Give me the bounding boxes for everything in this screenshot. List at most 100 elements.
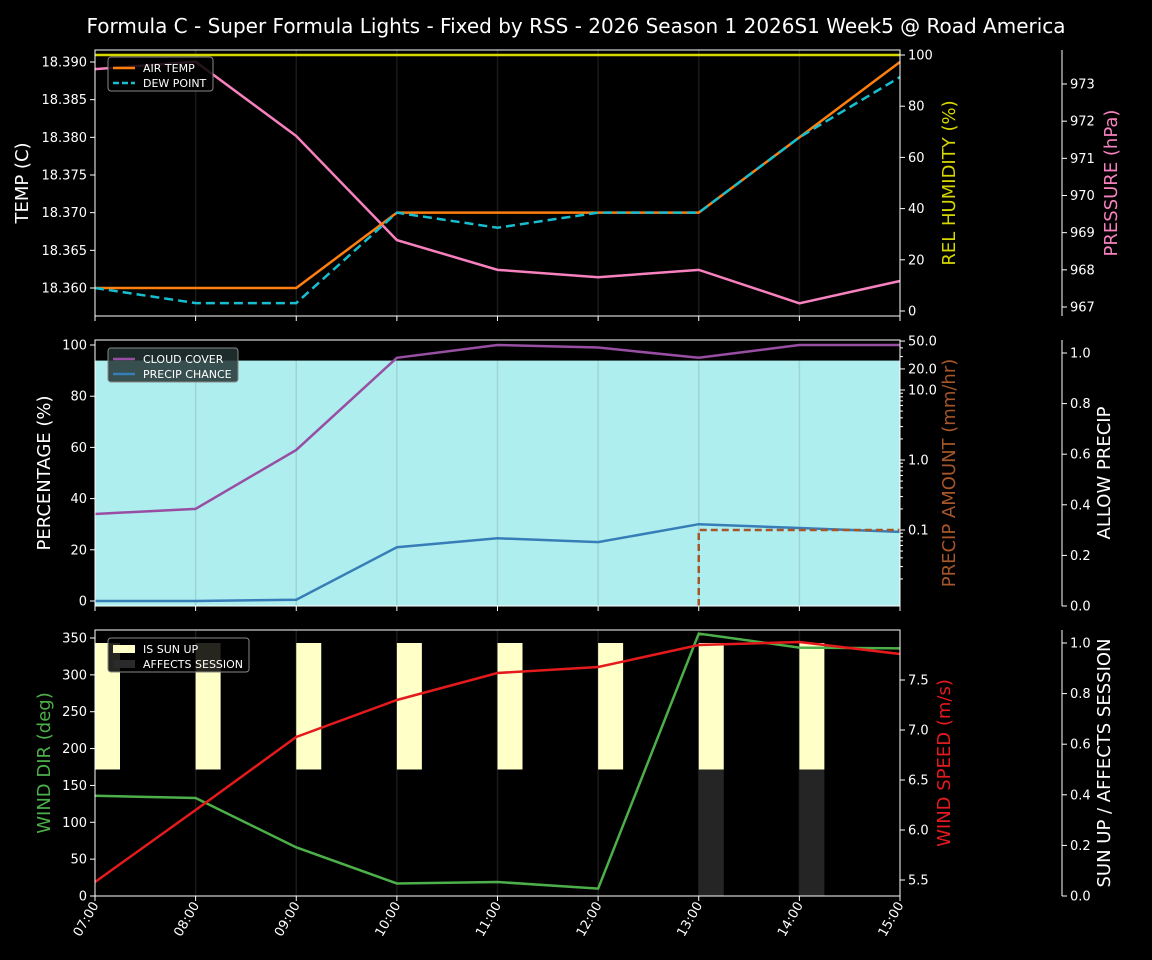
legend: AIR TEMP DEW POINT: [107, 56, 214, 92]
y-tick-label: 50.0: [908, 335, 937, 350]
sun-session-axis-label: SUN UP / AFFECTS SESSION: [1094, 638, 1115, 887]
x-tick-label: 13:00: [674, 900, 706, 940]
y-tick-label: 6.0: [908, 824, 929, 839]
y-tick-label: 0.2: [1070, 839, 1091, 854]
y-tick-label: 80: [70, 390, 87, 405]
sun-up-bar: [799, 643, 825, 770]
y-tick-label: 0.4: [1070, 498, 1091, 513]
wind-dir-axis-label: WIND DIR (deg): [34, 692, 55, 834]
dew-point-line: [94, 75, 901, 305]
x-tick-label: 11:00: [473, 900, 505, 940]
y-tick-label: 5.5: [908, 874, 929, 889]
y-tick-label: 40: [70, 492, 87, 507]
legend-label: CLOUD COVER: [143, 353, 224, 366]
y-tick-label: 60: [908, 151, 925, 166]
cloud-cover-line: [94, 343, 900, 516]
y-tick-label: 0.2: [1070, 549, 1091, 564]
y-tick-label: 150: [62, 779, 87, 794]
air-temp-line: [95, 60, 901, 290]
precip-chance-line: [95, 522, 901, 603]
y-tick-label: 0.8: [1070, 397, 1091, 412]
y-tick-label: 20: [908, 253, 925, 268]
y-tick-label: 0.1: [908, 524, 929, 539]
percentage-axis-label: PERCENTAGE (%): [34, 395, 55, 550]
precip-amount-axis-label: PRECIP AMOUNT (mm/hr): [939, 359, 960, 588]
y-tick-label: 350: [62, 632, 87, 647]
y-tick-label: 100: [908, 49, 933, 64]
y-tick-label: 0.4: [1070, 788, 1091, 803]
y-tick-label: 18.360: [42, 282, 88, 297]
y-tick-label: 20: [70, 543, 87, 558]
y-tick-label: 300: [62, 668, 87, 683]
y-tick-label: 50: [70, 853, 87, 868]
pressure-axis-label: PRESSURE (hPa): [1101, 110, 1122, 257]
sun-up-bar: [296, 643, 322, 770]
y-tick-label: 100: [62, 339, 87, 354]
y-tick-label: 972: [1070, 115, 1095, 130]
precip-amount-line: [697, 528, 900, 606]
y-tick-label: 18.380: [42, 131, 88, 146]
legend-label: PRECIP CHANCE: [143, 368, 232, 381]
y-tick-label: 968: [1070, 263, 1095, 278]
chart-title: Formula C - Super Formula Lights - Fixed…: [86, 14, 1066, 38]
y-tick-label: 18.365: [42, 244, 88, 259]
y-tick-label: 0.0: [1070, 600, 1091, 615]
y-tick-label: 80: [908, 100, 925, 115]
x-tick-label: 07:00: [71, 900, 103, 940]
y-tick-label: 7.5: [908, 674, 929, 689]
y-tick-label: 0.6: [1070, 738, 1091, 753]
y-tick-label: 0: [79, 595, 87, 610]
wind-speed-axis-label: WIND SPEED (m/s): [934, 679, 955, 847]
affects-session-bar: [698, 769, 724, 896]
x-tick-label: 09:00: [272, 900, 304, 940]
y-tick-label: 250: [62, 705, 87, 720]
humidity-axis-label: REL HUMIDITY (%): [939, 100, 960, 265]
sun-up-bar: [698, 643, 724, 770]
allow-precip-fill: [95, 360, 900, 606]
y-tick-label: 40: [908, 202, 925, 217]
y-tick-label: 0.6: [1070, 448, 1091, 463]
y-tick-label: 0.8: [1070, 687, 1091, 702]
y-tick-label: 0: [908, 305, 916, 320]
legend-label: AIR TEMP: [143, 62, 195, 75]
y-tick-label: 200: [62, 742, 87, 757]
y-tick-label: 18.385: [42, 93, 88, 108]
legend: CLOUD COVER PRECIP CHANCE: [107, 347, 239, 383]
x-tick-label: 10:00: [373, 900, 405, 940]
pressure-line: [94, 60, 901, 305]
x-tick-label: 15:00: [876, 900, 908, 940]
y-tick-label: 18.375: [42, 169, 88, 184]
wind-speed-line: [94, 640, 901, 884]
y-tick-label: 0.0: [1070, 890, 1091, 905]
y-tick-label: 1.0: [908, 454, 929, 469]
x-tick-label: 12:00: [574, 900, 606, 940]
y-tick-label: 10.0: [908, 384, 937, 399]
y-tick-label: 7.0: [908, 724, 929, 739]
y-tick-label: 1.0: [1070, 637, 1091, 652]
y-tick-label: 18.370: [42, 206, 88, 221]
temp-axis-label: TEMP (C): [12, 142, 33, 224]
y-tick-label: 971: [1070, 152, 1095, 167]
legend-label: AFFECTS SESSION: [143, 658, 243, 671]
legend: IS SUN UP AFFECTS SESSION: [107, 637, 250, 673]
affects-session-bar: [799, 769, 825, 896]
y-tick-label: 60: [70, 441, 87, 456]
y-tick-label: 967: [1070, 301, 1095, 316]
y-tick-label: 969: [1070, 226, 1095, 241]
y-tick-label: 100: [62, 816, 87, 831]
legend-label: IS SUN UP: [143, 643, 199, 656]
x-tick-label: 08:00: [171, 900, 203, 940]
x-tick-label: 14:00: [775, 900, 807, 940]
legend-label: DEW POINT: [143, 77, 207, 90]
sun-up-bar: [497, 643, 523, 770]
y-tick-label: 1.0: [1070, 347, 1091, 362]
y-tick-label: 0: [79, 890, 87, 905]
allow-precip-axis-label: ALLOW PRECIP: [1094, 406, 1115, 539]
y-tick-label: 18.390: [42, 56, 88, 71]
y-tick-label: 970: [1070, 189, 1095, 204]
y-tick-label: 6.5: [908, 774, 929, 789]
y-tick-label: 973: [1070, 78, 1095, 93]
y-tick-label: 20.0: [908, 362, 937, 377]
sun-up-bar: [396, 643, 422, 770]
